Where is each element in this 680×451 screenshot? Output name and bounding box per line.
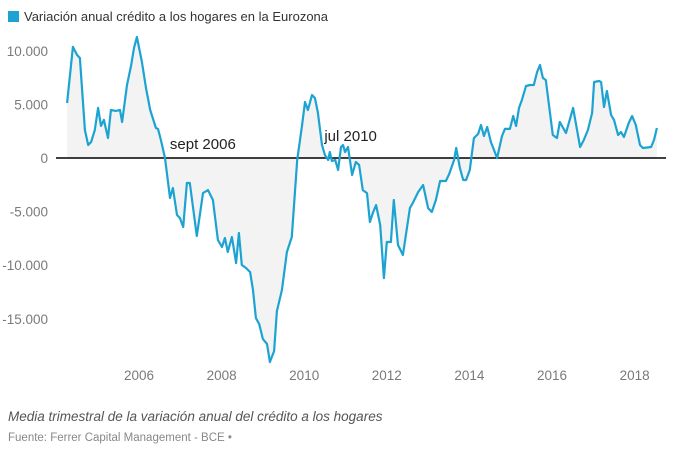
y-tick-label: -10.000 — [2, 258, 48, 273]
y-tick-label: -15.000 — [2, 312, 48, 327]
x-axis: 2006 2008 2010 2012 2014 2016 2018 — [124, 368, 650, 383]
series-area — [67, 37, 657, 362]
x-tick-label: 2018 — [620, 368, 650, 383]
x-tick-label: 2006 — [124, 368, 154, 383]
annotation-label: sept 2006 — [170, 136, 236, 153]
x-tick-label: 2012 — [372, 368, 402, 383]
x-tick-label: 2008 — [207, 368, 237, 383]
annotations: sept 2006 jul 2010 — [170, 128, 377, 153]
x-tick-label: 2010 — [289, 368, 319, 383]
series-line — [66, 35, 658, 364]
y-tick-label: -5.000 — [10, 205, 48, 220]
x-tick-label: 2014 — [454, 368, 485, 383]
legend-label: Variación anual crédito a los hogares en… — [24, 9, 329, 24]
legend-swatch — [8, 11, 19, 22]
y-tick-label: 10.000 — [7, 44, 48, 59]
y-tick-label: 0 — [40, 151, 48, 166]
annotation-label: jul 2010 — [323, 128, 377, 145]
chart-source: Fuente: Ferrer Capital Management - BCE … — [8, 432, 232, 444]
chart-caption: Media trimestral de la variación anual d… — [8, 409, 383, 424]
y-tick-label: 5.000 — [14, 97, 48, 112]
y-axis: 10.000 5.000 0 -5.000 -10.000 -15.000 — [2, 44, 48, 327]
legend: Variación anual crédito a los hogares en… — [8, 9, 328, 24]
x-tick-label: 2016 — [537, 368, 567, 383]
